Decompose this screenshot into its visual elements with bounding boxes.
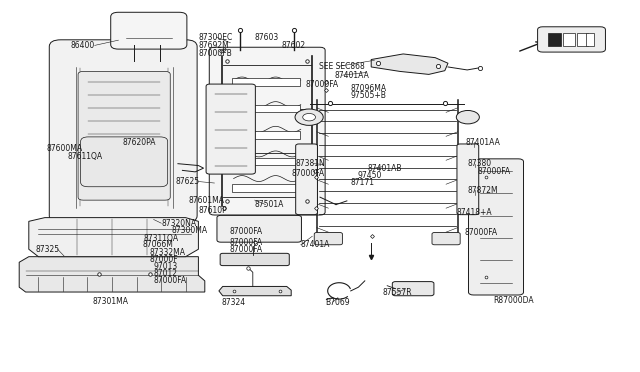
Text: 87000FA: 87000FA xyxy=(465,228,498,237)
FancyBboxPatch shape xyxy=(538,27,605,52)
FancyBboxPatch shape xyxy=(296,144,317,215)
Text: 87611QA: 87611QA xyxy=(67,153,102,161)
Text: 87000FA: 87000FA xyxy=(229,227,262,236)
Text: 87000FA: 87000FA xyxy=(477,167,511,176)
FancyBboxPatch shape xyxy=(392,282,434,296)
Text: 87332MA: 87332MA xyxy=(150,248,186,257)
Polygon shape xyxy=(219,286,291,296)
Text: 87557R: 87557R xyxy=(383,288,412,297)
Bar xyxy=(232,158,300,165)
Text: 87012: 87012 xyxy=(154,269,178,278)
Bar xyxy=(548,33,561,46)
FancyBboxPatch shape xyxy=(457,144,479,215)
FancyBboxPatch shape xyxy=(314,232,342,245)
Text: 87300MA: 87300MA xyxy=(172,226,207,235)
Text: 87401AA: 87401AA xyxy=(334,71,369,80)
Circle shape xyxy=(295,109,323,125)
FancyBboxPatch shape xyxy=(432,232,460,245)
Text: 87401A: 87401A xyxy=(301,240,330,249)
Text: 97013: 97013 xyxy=(154,262,178,271)
Text: 87620PA: 87620PA xyxy=(123,138,156,147)
Text: 97450: 97450 xyxy=(357,171,381,180)
Text: 87000F: 87000F xyxy=(150,255,179,264)
FancyBboxPatch shape xyxy=(220,253,289,266)
Text: R87000DA: R87000DA xyxy=(493,296,533,305)
FancyBboxPatch shape xyxy=(49,40,197,222)
Text: 87066M: 87066M xyxy=(142,240,173,249)
Text: SEE SEC868: SEE SEC868 xyxy=(319,62,364,71)
Text: 87324: 87324 xyxy=(221,298,246,307)
Text: 87000FB: 87000FB xyxy=(198,49,232,58)
Text: 87000FA: 87000FA xyxy=(292,169,325,178)
Text: 87692M: 87692M xyxy=(198,41,229,50)
Text: 87311QA: 87311QA xyxy=(144,234,179,243)
Text: 87600MA: 87600MA xyxy=(47,144,83,153)
Text: 87501A: 87501A xyxy=(255,200,284,209)
Text: 87000FA: 87000FA xyxy=(306,80,339,89)
Text: 87401AB: 87401AB xyxy=(367,164,402,173)
Circle shape xyxy=(303,113,316,121)
Text: 87000FA: 87000FA xyxy=(229,238,262,247)
Text: 87603: 87603 xyxy=(255,33,279,42)
Bar xyxy=(232,105,300,112)
Bar xyxy=(232,131,300,139)
Bar xyxy=(232,78,300,86)
FancyBboxPatch shape xyxy=(111,12,187,49)
Text: 87602: 87602 xyxy=(282,41,306,50)
Polygon shape xyxy=(371,54,448,74)
FancyBboxPatch shape xyxy=(81,137,168,187)
Text: 87872M: 87872M xyxy=(467,186,498,195)
Text: 87625: 87625 xyxy=(175,177,200,186)
FancyBboxPatch shape xyxy=(206,84,255,174)
Text: 87381N: 87381N xyxy=(296,159,325,168)
Text: B7069: B7069 xyxy=(325,298,349,307)
Bar xyxy=(577,33,588,46)
Text: 87418+A: 87418+A xyxy=(457,208,493,217)
Text: 87301MA: 87301MA xyxy=(93,297,129,306)
Polygon shape xyxy=(29,218,198,257)
Text: 97505+B: 97505+B xyxy=(351,92,387,100)
FancyBboxPatch shape xyxy=(78,71,170,200)
Text: 87000FA: 87000FA xyxy=(154,276,187,285)
FancyBboxPatch shape xyxy=(209,47,325,215)
Bar xyxy=(232,184,300,192)
Text: 87401AA: 87401AA xyxy=(466,138,500,147)
Bar xyxy=(563,33,575,46)
Text: 87300EC: 87300EC xyxy=(198,33,233,42)
Bar xyxy=(586,33,594,46)
Text: 87000FA: 87000FA xyxy=(229,245,262,254)
Text: 87601MA: 87601MA xyxy=(189,196,225,205)
Text: 87096MA: 87096MA xyxy=(351,84,387,93)
Polygon shape xyxy=(19,257,205,292)
Text: 87320NA: 87320NA xyxy=(161,219,196,228)
FancyBboxPatch shape xyxy=(468,159,524,295)
Text: 86400: 86400 xyxy=(70,41,95,50)
Text: 87380: 87380 xyxy=(467,159,492,168)
Text: 87610P: 87610P xyxy=(198,206,227,215)
Circle shape xyxy=(456,110,479,124)
Text: 87171: 87171 xyxy=(351,178,375,187)
Text: 87325: 87325 xyxy=(36,245,60,254)
FancyBboxPatch shape xyxy=(217,215,301,242)
